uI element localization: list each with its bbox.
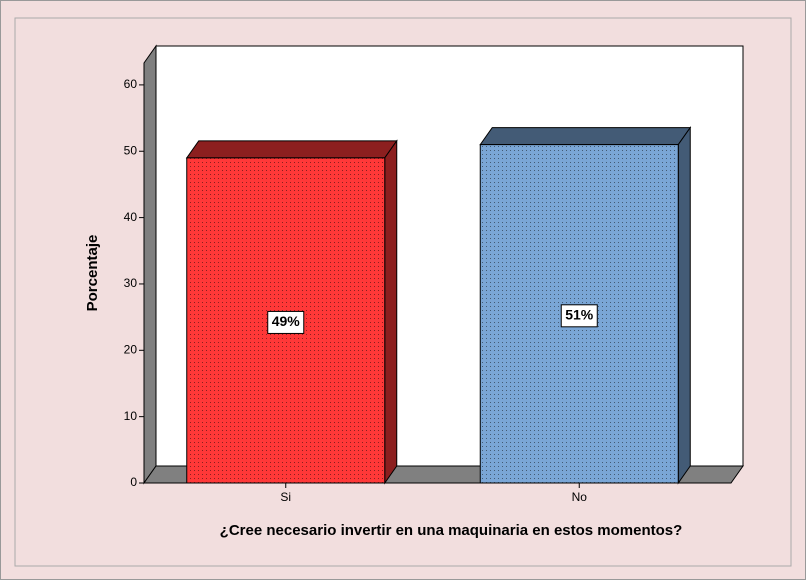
y-tick-label: 60 [124,77,138,91]
y-tick-label: 40 [124,210,138,224]
value-label-box [267,310,305,334]
y-tick-label: 20 [124,342,138,356]
y-axis-title: Porcentaje [84,235,101,312]
value-label: 49% [272,313,301,329]
inner-frame [14,17,792,567]
value-label: 51% [565,307,594,323]
y-tick-label: 10 [124,409,138,423]
x-axis-title: ¿Cree necesario invertir en una maquinar… [219,522,683,539]
x-tick-label: Si [280,490,291,504]
left-wall [143,44,157,485]
bar-top [185,140,398,159]
bar-side [677,126,691,485]
y-tick-label: 0 [130,475,137,489]
y-tick-label: 50 [124,143,138,157]
bar-top [479,127,692,146]
value-label-box [560,304,598,328]
y-tick-label: 30 [124,276,138,290]
bar-side [384,139,398,485]
x-tick-label: No [572,490,588,504]
